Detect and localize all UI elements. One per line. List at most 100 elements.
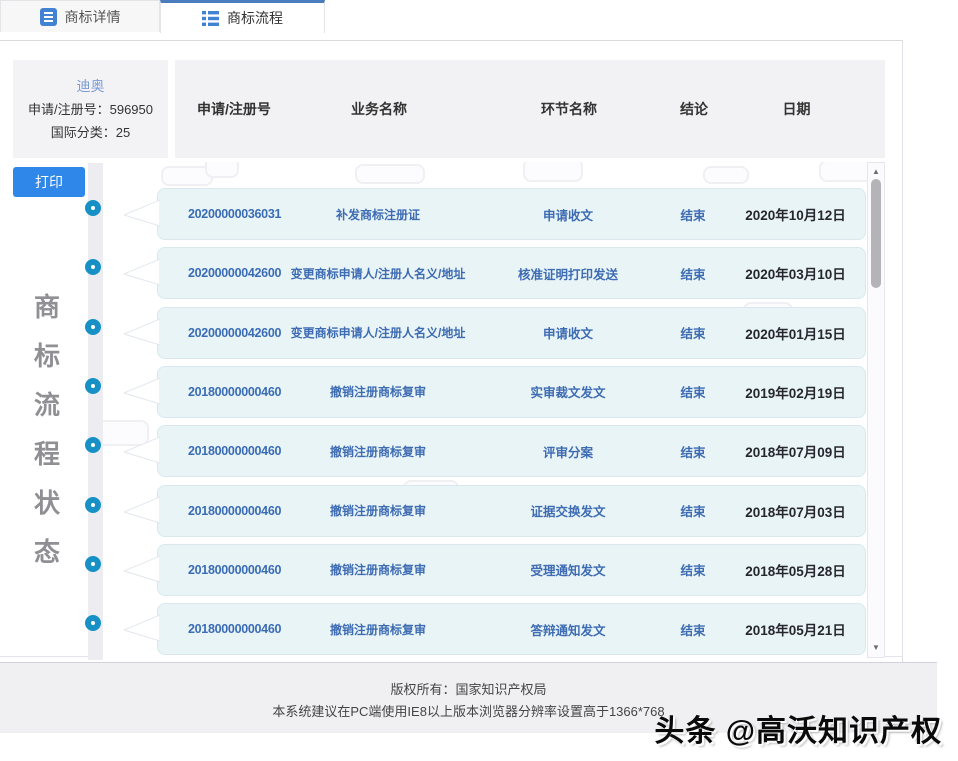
scrollbar[interactable]: ▲ ▼	[867, 162, 885, 658]
cell-business-name: 变更商标申请人/注册人名义/地址	[290, 266, 466, 281]
trademark-name-link[interactable]: 迪奥	[76, 78, 105, 94]
cell-date: 2020年10月12日	[745, 208, 846, 223]
cell-date: 2018年05月21日	[745, 623, 846, 639]
header-application-number: 申请/注册号	[197, 101, 271, 117]
background-pattern	[205, 162, 239, 178]
list-icon	[202, 10, 219, 26]
scrollbar-thumb[interactable]	[871, 179, 881, 288]
row-pointer-triangle	[124, 436, 160, 464]
cell-conclusion: 结束	[680, 623, 706, 638]
background-pattern	[523, 162, 583, 182]
table-row[interactable]: 20180000000460 撤销注册商标复审 实审裁文发文 结束 2019年0…	[124, 365, 866, 418]
timeline-dot	[85, 377, 101, 394]
side-label-char: 商	[33, 292, 60, 322]
timeline-dot	[85, 615, 101, 632]
cell-application-number[interactable]: 20180000000460	[188, 622, 282, 637]
copyright-text: 版权所有：国家知识产权局	[390, 682, 547, 697]
table-row[interactable]: 20200000036031 补发商标注册证 申请收文 结束 2020年10月1…	[124, 188, 866, 240]
cell-conclusion: 结束	[680, 386, 706, 401]
timeline-dot	[85, 318, 101, 335]
cell-stage-name: 核准证明打印发送	[517, 267, 618, 282]
cell-application-number[interactable]: 20200000042600	[188, 325, 282, 340]
registration-number-text: 申请/注册号：596950	[28, 102, 153, 117]
header-stage-name: 环节名称	[541, 101, 597, 117]
tab-bar: 商标详情 商标流程	[0, 0, 958, 33]
cell-stage-name: 实审裁文发文	[530, 386, 606, 401]
cell-date: 2020年01月15日	[745, 326, 846, 342]
background-pattern	[819, 162, 868, 182]
cell-business-name: 撤销注册商标复审	[329, 504, 426, 518]
footer: 版权所有：国家知识产权局 本系统建议在PC端使用IE8以上版本浏览器分辨率设置高…	[0, 662, 937, 733]
cell-conclusion: 结束	[680, 327, 706, 342]
cell-business-name: 撤销注册商标复审	[329, 622, 426, 637]
cell-application-number[interactable]: 20180000000460	[188, 503, 282, 518]
header-business-name: 业务名称	[351, 101, 407, 117]
cell-conclusion: 结束	[680, 564, 706, 579]
background-pattern	[703, 166, 749, 184]
row-pointer-triangle	[124, 377, 160, 405]
side-label-char: 状	[33, 488, 60, 518]
trademark-info-panel: 迪奥 申请/注册号：596950 国际分类：25	[13, 60, 168, 158]
cell-stage-name: 申请收文	[542, 327, 593, 342]
timeline-bar	[88, 163, 103, 660]
toutiao-watermark: 头条 @高沃知识产权	[654, 715, 942, 748]
tab-trademark-details[interactable]: 商标详情	[0, 0, 160, 32]
timeline-dot	[85, 437, 101, 454]
cell-conclusion: 结束	[680, 208, 706, 223]
scroll-down-arrow[interactable]: ▼	[872, 643, 880, 652]
table-row[interactable]: 20200000042600 变更商标申请人/注册人名义/地址 核准证明打印发送…	[124, 247, 866, 300]
cell-application-number[interactable]: 20180000000460	[188, 444, 282, 459]
row-pointer-triangle	[124, 555, 160, 583]
row-pointer-triangle	[124, 495, 160, 524]
table-row[interactable]: 20180000000460 撤销注册商标复审 受理通知发文 结束 2018年0…	[124, 543, 866, 596]
cell-stage-name: 受理通知发文	[530, 564, 606, 579]
international-class-text: 国际分类：25	[50, 125, 131, 140]
row-pointer-triangle	[124, 614, 160, 642]
cell-business-name: 变更商标申请人/注册人名义/地址	[290, 326, 466, 341]
timeline-dot	[85, 259, 101, 276]
row-pointer-triangle	[124, 318, 160, 346]
cell-conclusion: 结束	[680, 267, 706, 282]
cell-date: 2020年03月10日	[745, 267, 846, 283]
background-pattern	[355, 164, 425, 184]
cell-conclusion: 结束	[680, 505, 706, 519]
cell-date: 2018年05月28日	[745, 563, 846, 579]
table-row[interactable]: 20180000000460 撤销注册商标复审 评审分案 结束 2018年07月…	[124, 425, 866, 478]
table-row[interactable]: 20200000042600 变更商标申请人/注册人名义/地址 申请收文 结束 …	[124, 306, 866, 359]
tab-label: 商标流程	[227, 10, 283, 26]
tab-trademark-flow[interactable]: 商标流程	[160, 0, 325, 33]
scroll-up-arrow[interactable]: ▲	[872, 167, 880, 176]
document-icon	[39, 7, 57, 26]
table-header: 申请/注册号 业务名称 环节名称 结论 日期	[175, 60, 885, 158]
table-row[interactable]: 20180000000460 撤销注册商标复审 证据交换发文 结束 2018年0…	[124, 484, 866, 537]
panel-right-border	[902, 40, 903, 662]
timeline-dot	[85, 496, 101, 513]
cell-stage-name: 评审分案	[542, 445, 593, 460]
cell-stage-name: 申请收文	[542, 208, 593, 223]
tab-label: 商标详情	[64, 8, 121, 25]
table-row[interactable]: 20180000000460 撤销注册商标复审 答辩通知发文 结束 2018年0…	[124, 603, 866, 656]
cell-application-number[interactable]: 20180000000460	[188, 562, 282, 577]
print-button[interactable]: 打印	[13, 167, 85, 197]
panel-top-border	[0, 40, 902, 41]
header-date: 日期	[782, 101, 811, 117]
cell-application-number[interactable]: 20200000036031	[188, 207, 282, 221]
cell-date: 2019年02月19日	[745, 385, 846, 401]
cell-conclusion: 结束	[680, 445, 706, 460]
cell-application-number[interactable]: 20180000000460	[188, 384, 282, 399]
side-label-char: 程	[33, 439, 60, 469]
browser-advice-text: 本系统建议在PC端使用IE8以上版本浏览器分辨率设置高于1366*768	[272, 704, 665, 719]
flow-status-vertical-label: 商 标 流 程 状 态	[32, 287, 62, 569]
cell-business-name: 补发商标注册证	[335, 207, 420, 222]
row-pointer-triangle	[124, 199, 160, 227]
cell-date: 2018年07月09日	[745, 445, 846, 461]
cell-stage-name: 证据交换发文	[530, 505, 606, 519]
timeline-dot	[85, 555, 101, 572]
cell-application-number[interactable]: 20200000042600	[188, 266, 282, 281]
side-label-char: 流	[33, 390, 60, 420]
side-label-char: 标	[33, 341, 60, 371]
cell-date: 2018年07月03日	[745, 504, 846, 520]
side-label-char: 态	[33, 537, 60, 567]
cell-business-name: 撤销注册商标复审	[329, 385, 426, 400]
